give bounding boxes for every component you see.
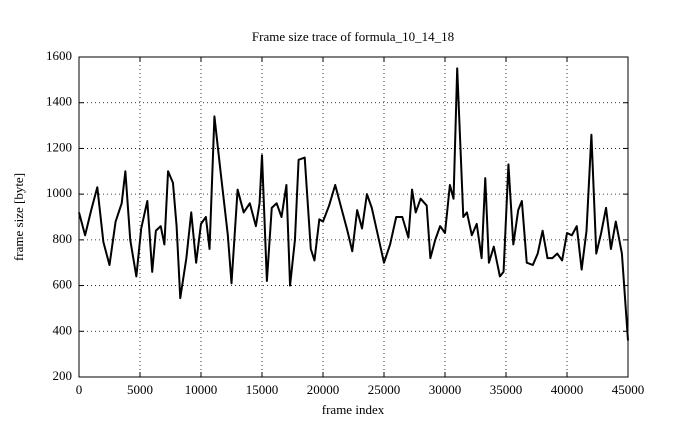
y-tick-label: 1600: [46, 48, 72, 63]
y-tick-label: 400: [53, 322, 73, 337]
x-axis-label: frame index: [322, 402, 385, 417]
x-tick-label: 40000: [551, 382, 584, 397]
x-tick-label: 15000: [246, 382, 279, 397]
plot-frame: [78, 56, 629, 378]
y-tick-label: 1400: [46, 94, 72, 109]
x-tick-label: 25000: [368, 382, 401, 397]
y-tick-label: 1000: [46, 185, 72, 200]
x-tick-label: 20000: [307, 382, 340, 397]
y-tick-label: 1200: [46, 139, 72, 154]
data-line: [78, 67, 629, 341]
y-tick-label: 600: [53, 277, 73, 292]
x-tick-label: 45000: [612, 382, 645, 397]
x-tick-label: 30000: [429, 382, 462, 397]
y-axis-label: frame size [byte]: [11, 173, 26, 261]
chart-title: Frame size trace of formula_10_14_18: [252, 29, 454, 44]
x-tick-label: 35000: [490, 382, 523, 397]
x-tick-label: 10000: [185, 382, 218, 397]
y-tick-label: 200: [53, 368, 73, 383]
x-tick-label: 5000: [127, 382, 153, 397]
y-tick-label: 800: [53, 231, 73, 246]
x-tick-label: 0: [76, 382, 83, 397]
